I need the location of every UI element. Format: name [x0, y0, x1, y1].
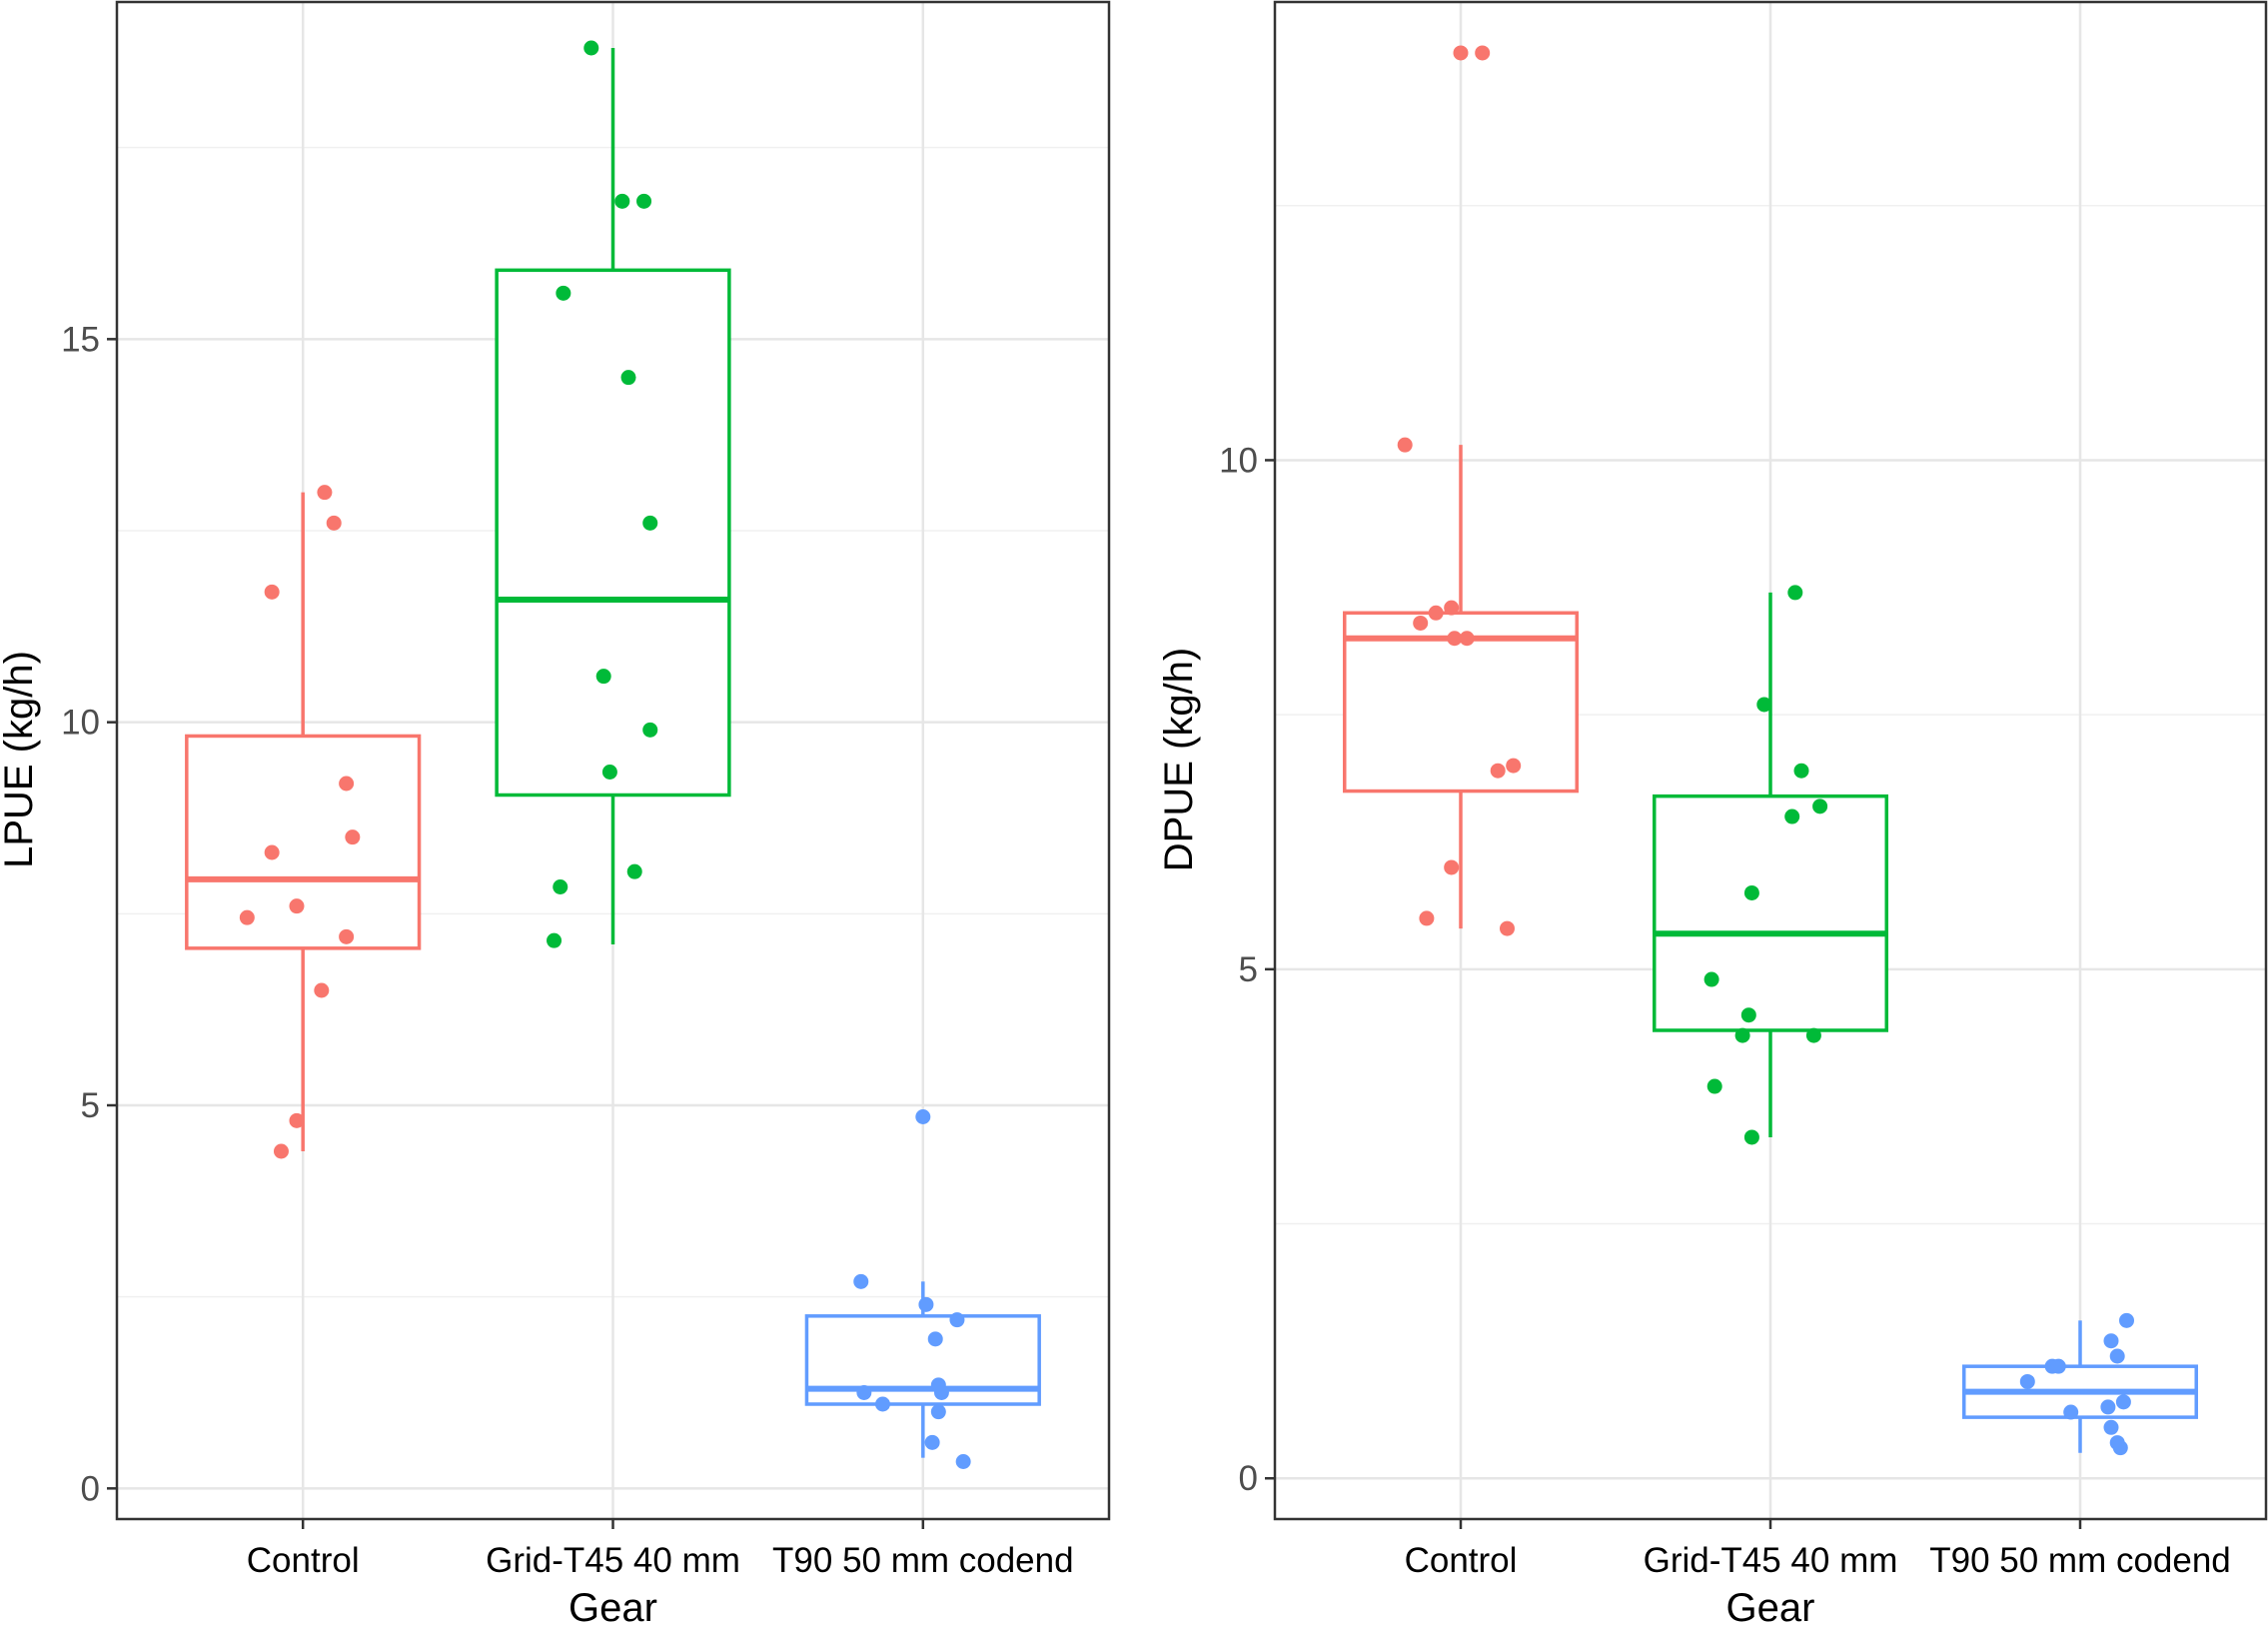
panel-2: 0 5 10 Control Grid-T45 40 mm T90 50 mm coden…	[1157, 0, 2268, 1626]
data-point	[556, 285, 571, 301]
data-point	[1743, 1129, 1759, 1145]
data-point	[1475, 45, 1491, 61]
y-tick-label: 10	[61, 704, 100, 743]
data-point	[620, 370, 636, 386]
data-point	[2115, 1394, 2131, 1410]
y-tick-label: 10	[1219, 441, 1258, 480]
data-point	[553, 879, 568, 894]
data-point	[874, 1396, 890, 1412]
data-point	[326, 515, 342, 531]
data-point	[1784, 809, 1800, 824]
data-point	[2100, 1399, 2116, 1415]
data-point	[1787, 585, 1803, 601]
data-point	[930, 1404, 946, 1420]
data-point	[1740, 1007, 1756, 1023]
data-point	[1706, 1078, 1722, 1094]
iqr-box	[1343, 611, 1579, 794]
data-point	[2019, 1373, 2035, 1389]
x-axis-title: Gear	[1726, 1586, 1815, 1626]
y-axis-title: LPUE (kg/h)	[0, 651, 41, 868]
y-tick-label: 0	[1239, 1459, 1258, 1498]
boxplot-control	[185, 492, 422, 1151]
x-axis-title: Gear	[568, 1586, 657, 1626]
data-point	[1756, 697, 1772, 713]
data-point	[601, 765, 617, 780]
data-point	[1812, 799, 1828, 814]
y-tick-label: 15	[61, 320, 100, 359]
data-point	[1500, 920, 1515, 936]
boxplot-t90-50-mm-codend	[1962, 1320, 2198, 1453]
y-tick-label: 5	[81, 1086, 100, 1125]
data-point	[339, 776, 355, 792]
data-point	[547, 932, 563, 948]
data-point	[273, 1143, 289, 1159]
data-point	[1397, 437, 1413, 453]
y-tick-label: 5	[1239, 950, 1258, 989]
data-point	[856, 1385, 872, 1400]
boxplot-t90-50-mm-codend	[804, 1281, 1041, 1458]
data-point	[314, 982, 330, 998]
data-point	[949, 1312, 965, 1328]
data-point	[1490, 763, 1506, 779]
data-point	[1413, 615, 1429, 631]
data-point	[264, 844, 280, 860]
data-point	[2103, 1333, 2119, 1349]
data-point	[915, 1109, 931, 1124]
data-point	[933, 1385, 949, 1400]
iqr-box	[495, 268, 731, 798]
data-point	[626, 863, 642, 879]
boxplot-grid-t45-40-mm	[495, 48, 731, 944]
data-point	[289, 898, 305, 914]
data-point	[1459, 631, 1475, 647]
iqr-box	[185, 734, 422, 950]
x-tick-label: Grid-T45 40 mm	[1644, 1541, 1898, 1580]
data-point	[1793, 763, 1809, 779]
data-point	[1444, 859, 1460, 875]
data-point	[345, 829, 361, 845]
data-point	[583, 40, 599, 56]
data-point	[642, 515, 658, 531]
x-tick-label: Control	[1405, 1541, 1518, 1580]
data-point	[2103, 1419, 2119, 1435]
panel-1: 0 5 10 15 Control Grid-T45 40 mm T90 50 mm cod…	[0, 0, 1111, 1626]
data-point	[2109, 1348, 2125, 1364]
data-point	[642, 722, 658, 738]
x-tick-label: Grid-T45 40 mm	[486, 1541, 740, 1580]
data-point	[289, 1112, 305, 1128]
data-point	[1743, 884, 1759, 900]
data-point	[317, 485, 333, 501]
x-tick-label: T90 50 mm codend	[772, 1541, 1074, 1580]
data-point	[1419, 910, 1435, 926]
data-point	[1444, 600, 1460, 616]
data-point	[614, 193, 630, 209]
data-point	[927, 1331, 943, 1347]
data-point	[918, 1296, 934, 1312]
data-point	[1428, 605, 1444, 621]
data-point	[2112, 1440, 2128, 1456]
y-axis-title: DPUE (kg/h)	[1157, 648, 1201, 872]
data-point	[1703, 971, 1719, 987]
boxplot-grid-t45-40-mm	[1653, 592, 1888, 1137]
data-point	[955, 1454, 971, 1469]
y-tick-label: 0	[81, 1469, 100, 1508]
data-point	[1447, 631, 1463, 647]
x-tick-label: Control	[247, 1541, 360, 1580]
iqr-box	[1653, 794, 1888, 1032]
data-point	[853, 1273, 869, 1289]
data-point	[2050, 1358, 2066, 1374]
data-point	[2119, 1312, 2134, 1328]
data-point	[1453, 45, 1469, 61]
x-tick-label: T90 50 mm codend	[1929, 1541, 2231, 1580]
data-point	[1805, 1027, 1821, 1043]
data-point	[636, 193, 652, 209]
data-point	[924, 1434, 940, 1450]
data-point	[264, 584, 280, 600]
data-point	[1734, 1027, 1750, 1043]
data-point	[239, 909, 255, 925]
data-point	[1506, 758, 1522, 774]
data-point	[339, 928, 355, 944]
data-point	[595, 669, 611, 685]
data-point	[2063, 1404, 2079, 1420]
